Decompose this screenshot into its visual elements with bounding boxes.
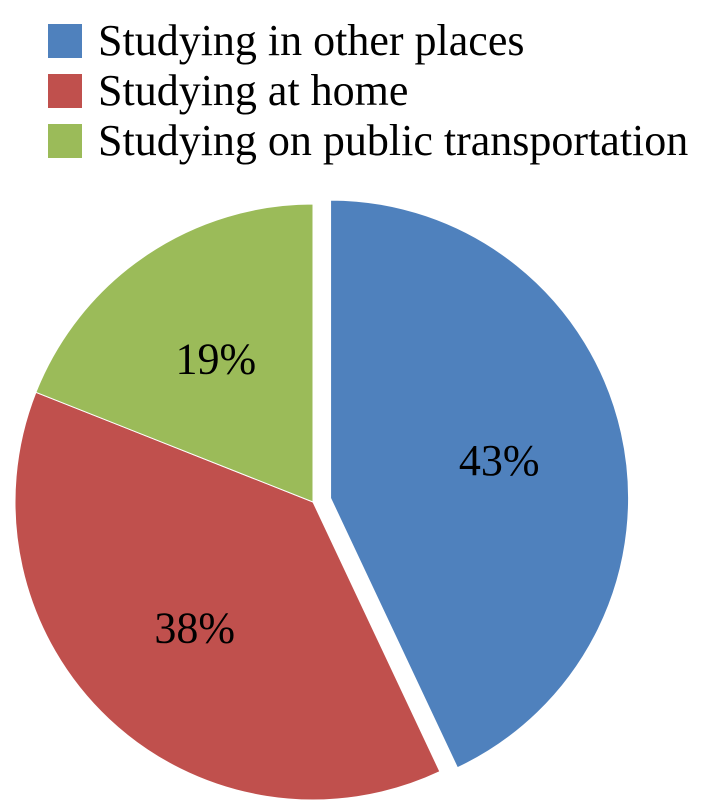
legend-swatch-public-transportation	[48, 124, 82, 158]
chart-legend: Studying in other places Studying at hom…	[48, 16, 688, 166]
slice-label-public-transportation: 19%	[176, 335, 257, 384]
legend-label-home: Studying at home	[98, 66, 409, 115]
slice-public-transportation	[35, 203, 314, 503]
slice-label-home: 38%	[154, 603, 235, 652]
legend-item-other-places: Studying in other places	[48, 16, 688, 66]
legend-label-other-places: Studying in other places	[98, 16, 525, 65]
legend-swatch-home	[48, 74, 82, 108]
slice-home	[14, 391, 441, 801]
legend-label-public-transportation: Studying on public transportation	[98, 116, 689, 165]
legend-item-public-transportation: Studying on public transportation	[48, 116, 688, 166]
slice-label-other-places: 43%	[459, 436, 540, 485]
slice-other-places	[330, 199, 630, 769]
legend-item-home: Studying at home	[48, 66, 688, 116]
legend-swatch-other-places	[48, 24, 82, 58]
